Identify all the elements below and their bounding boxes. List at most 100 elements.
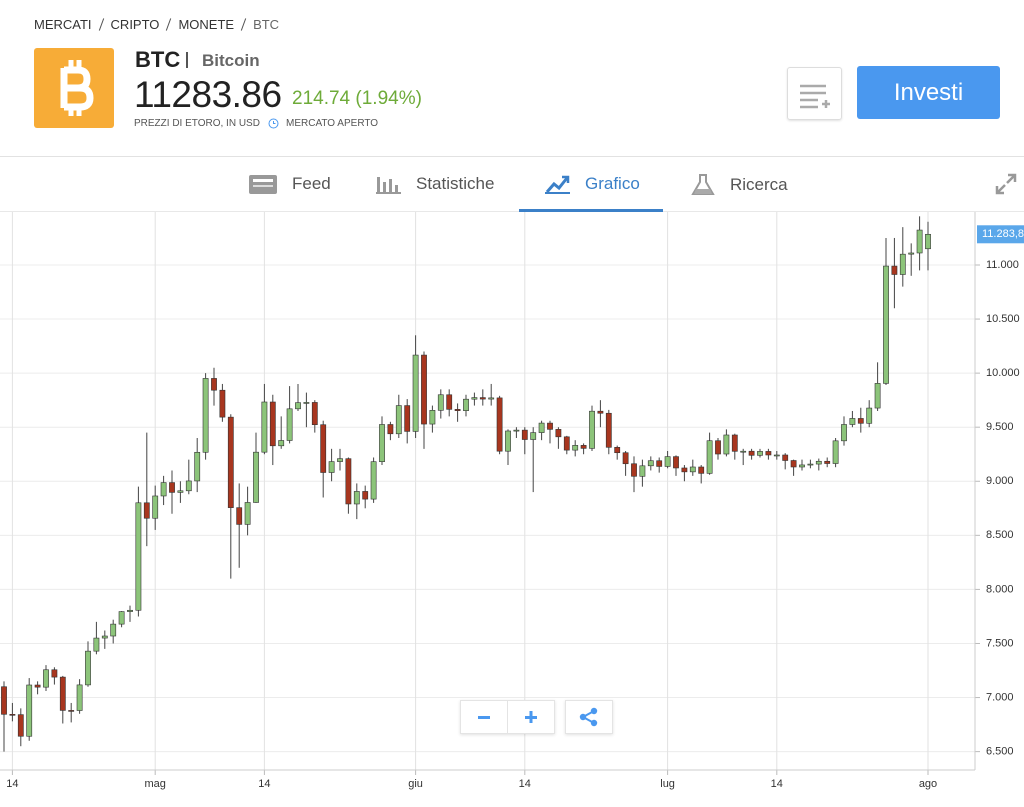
y-tick-label: 11.000 xyxy=(986,259,1019,271)
candle-body xyxy=(26,684,33,737)
x-tick-label: ago xyxy=(919,778,937,790)
tab-label: Feed xyxy=(292,174,331,193)
crumb[interactable]: CRIPTO xyxy=(110,17,160,32)
candle-body xyxy=(723,434,730,455)
candle-body xyxy=(597,410,604,414)
candle-body xyxy=(773,454,780,457)
candle-body xyxy=(647,460,654,467)
candle-body xyxy=(530,432,537,440)
watchlist-button[interactable] xyxy=(787,67,842,120)
tab[interactable]: Statistiche xyxy=(376,173,494,195)
tab[interactable]: Feed xyxy=(248,173,331,195)
candle-body xyxy=(832,440,839,464)
candle-body xyxy=(664,456,671,467)
price: 11283.86 xyxy=(134,74,282,115)
candle-body xyxy=(706,440,713,474)
candle-body xyxy=(345,458,352,505)
price-change: 214.74 (1.94%) xyxy=(292,88,422,109)
candle-body xyxy=(563,436,570,451)
tab[interactable]: Ricerca xyxy=(690,173,788,197)
invest-button[interactable]: Investi xyxy=(857,66,1000,119)
candle-body xyxy=(68,710,75,712)
y-tick-label: 8.500 xyxy=(986,529,1014,541)
tab-label: Statistiche xyxy=(416,174,495,193)
candle-body xyxy=(412,354,419,432)
bitcoin-icon xyxy=(60,60,94,116)
candle-body xyxy=(244,502,251,525)
y-tick-label: 6.500 xyxy=(986,746,1014,758)
tab-label: Grafico xyxy=(585,174,640,193)
candle-body xyxy=(614,447,621,454)
stats-icon xyxy=(376,177,401,194)
candle-body xyxy=(278,440,285,447)
candle-body xyxy=(689,466,696,473)
share-control xyxy=(565,700,613,734)
zoom-out[interactable] xyxy=(461,701,508,733)
candle-body xyxy=(841,424,847,442)
tab-active[interactable]: Grafico xyxy=(545,173,640,195)
crumb[interactable]: MERCATI xyxy=(34,17,92,32)
candle-body xyxy=(698,466,705,474)
candle-body xyxy=(362,491,369,500)
candle-body xyxy=(311,402,318,426)
y-tick-label: 7.500 xyxy=(986,637,1014,649)
clock-icon xyxy=(268,118,279,129)
grid xyxy=(0,212,975,770)
candle-body xyxy=(589,410,595,449)
crumb[interactable]: MONETE xyxy=(178,17,235,32)
x-tick-label: 14 xyxy=(519,778,531,790)
candle-body xyxy=(303,402,310,404)
candle-body xyxy=(513,429,520,432)
candle-body xyxy=(353,491,360,505)
candle-body xyxy=(93,637,100,652)
candle-body xyxy=(790,460,797,468)
separator xyxy=(98,18,104,31)
candle-body xyxy=(9,714,16,716)
plus-icon xyxy=(525,711,537,723)
candle-body xyxy=(874,383,881,409)
candle-body xyxy=(757,451,763,456)
zoom-controls xyxy=(460,700,555,734)
candle-body xyxy=(656,460,663,467)
candle-body xyxy=(43,669,49,688)
separator xyxy=(240,18,247,31)
candle-body xyxy=(471,397,478,400)
x-tick-label: 14 xyxy=(771,778,783,790)
candle-body xyxy=(404,405,411,432)
zoom-in[interactable] xyxy=(508,701,554,733)
candle-body xyxy=(85,650,91,686)
candle-body xyxy=(799,464,805,468)
candle-body xyxy=(521,429,528,440)
candle-body xyxy=(143,502,150,519)
candle-body xyxy=(387,424,394,435)
candle-body xyxy=(463,398,469,411)
separator xyxy=(166,18,172,31)
candle-body xyxy=(849,418,856,425)
candle-body xyxy=(631,463,637,477)
candle-body xyxy=(748,450,755,456)
candle-body xyxy=(454,409,461,411)
candle-body xyxy=(731,434,738,452)
candle-body xyxy=(127,609,133,612)
share-button[interactable] xyxy=(566,701,612,733)
candle-body xyxy=(916,229,923,254)
price-source: PREZZI DI ETORO, IN USD xyxy=(134,118,260,129)
divider xyxy=(186,52,188,68)
candle-body xyxy=(925,233,931,250)
divider xyxy=(0,211,1024,212)
fullscreen-icon[interactable] xyxy=(994,172,1018,196)
candle-body xyxy=(51,669,58,678)
candle-body xyxy=(253,451,259,503)
price-tag-label: 11.283,8 xyxy=(982,228,1024,240)
candle-body xyxy=(866,407,873,424)
candle-body xyxy=(622,452,629,465)
market-status: MERCATO APERTO xyxy=(286,118,379,129)
candle-body xyxy=(505,430,511,452)
candle-body xyxy=(269,401,276,447)
candle-body xyxy=(337,458,343,462)
y-tick-label: 7.000 xyxy=(986,691,1014,703)
chart-icon xyxy=(545,175,570,194)
candle-body xyxy=(538,422,545,433)
price-tag xyxy=(977,225,1024,244)
flask-icon xyxy=(691,174,715,195)
